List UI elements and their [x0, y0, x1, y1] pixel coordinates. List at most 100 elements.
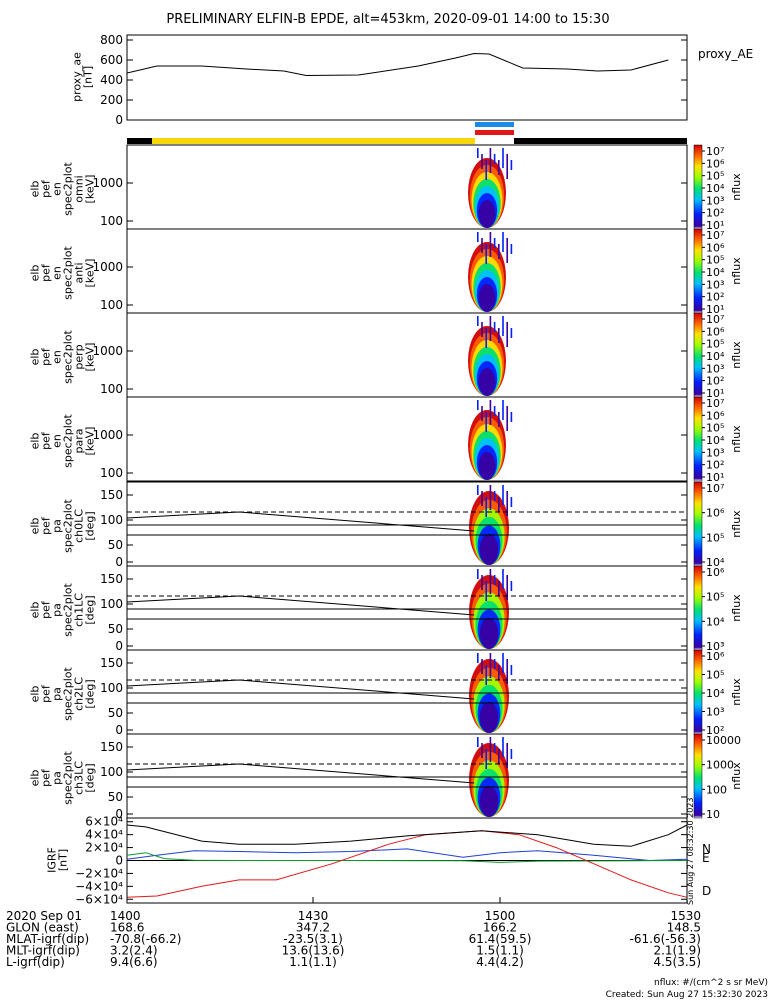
x-table-value: -61.6(-56.3) [630, 932, 701, 946]
spectrogram-ylabel-line: perp [73, 344, 86, 369]
igrf-ylabel-line: IGRF [46, 847, 59, 873]
spectrogram-ylabel-line: en [51, 434, 64, 448]
igrf-ylabel: IGRF[nT] [46, 847, 70, 873]
spectrogram-speckle [506, 406, 508, 431]
spectrogram-speckle [506, 322, 508, 347]
colorbar-tick-label: 10¹ [706, 387, 724, 400]
spectrogram-ylabel-line: [deg] [84, 763, 97, 792]
colorbar-tick-label: 10³ [706, 446, 724, 459]
spectrogram-speckle [481, 659, 483, 674]
colorbar-tick-label: 10000 [706, 734, 741, 747]
spectrogram-speckle [510, 244, 513, 254]
spectrogram-speckle [510, 665, 513, 675]
spectrogram-speckle [481, 154, 483, 169]
colorbar-label: nflux [730, 762, 743, 790]
x-table-row-label: GLON (east) [6, 921, 79, 935]
spectrogram-ylabel-line: pef [40, 684, 53, 703]
spectrogram-speckle [498, 160, 500, 175]
colorbar-tick-label: 10⁴ [706, 434, 725, 447]
spectrogram-ylabel-line: omni [73, 175, 86, 202]
spectrogram-panel: elbpefenspec2plotomni[keV]100010010⁷10⁶1… [29, 144, 743, 232]
x-table-value: 168.6 [110, 921, 144, 935]
colorbar-tick-label: 10² [706, 291, 724, 304]
proxy-ae-ticks: 800 600 400 200 0 [100, 33, 687, 127]
spectrogram-ylabel-line: pa [51, 519, 64, 533]
spectrogram-tick-label: 100 [100, 466, 123, 480]
spectrogram-speckle [489, 653, 492, 678]
colorbar [693, 144, 703, 230]
spectrogram-ylabel-line: spec2plot [62, 583, 75, 637]
spectrogram-ylabel-line: pa [51, 687, 64, 701]
spectrogram-ylabel-line: [deg] [84, 595, 97, 624]
x-table-row-label: MLT-igrf(dip) [6, 944, 80, 958]
side-stamp: Sun Aug 27 08:32:30 2023 [686, 798, 695, 905]
spectrogram-speckle [485, 328, 487, 348]
x-table-value: -70.8(-66.2) [110, 932, 181, 946]
spectrogram-ylabel-line: ch2LC [73, 677, 86, 711]
spectrogram-speckle [481, 491, 483, 506]
spectrogram-ylabel-line: para [73, 429, 86, 454]
x-table-value: 1500 [485, 909, 516, 923]
spectrogram-ylabel-line: en [51, 266, 64, 280]
spectrogram-speckle [481, 406, 483, 421]
spectrogram-ylabel-line: pef [40, 431, 53, 450]
colorbar-tick-label: 10⁷ [706, 397, 724, 410]
colorbar-tick-label: 10⁶ [706, 409, 725, 422]
colorbar-tick-label: 10² [706, 375, 724, 388]
spectrogram-frame [126, 228, 688, 314]
spectrogram-speckle [510, 749, 513, 759]
spectrogram-ylabel-line: [keV] [84, 343, 97, 372]
spectrogram-ylabel-line: pef [40, 179, 53, 198]
colorbar-label: nflux [730, 257, 743, 285]
spectrogram-tick-label: 150 [100, 740, 123, 754]
colorbar-label: nflux [730, 594, 743, 622]
spectrogram-speckle [498, 328, 500, 343]
igrf-tick-label: −6×10⁴ [75, 892, 123, 906]
units-note: nflux: #/(cm^2 s sr MeV) [654, 978, 768, 988]
colorbar-label: nflux [730, 678, 743, 706]
igrf-tick-label: −4×10⁴ [75, 879, 123, 893]
x-table-value: 166.2 [483, 921, 517, 935]
colorbar-tick-label: 10⁴ [706, 266, 725, 279]
spectrogram-blob-layer [478, 452, 496, 480]
figure-title: PRELIMINARY ELFIN-B EPDE, alt=453km, 202… [166, 12, 609, 27]
spectrogram-frame [126, 144, 688, 230]
igrf-legend: NE D [702, 842, 711, 898]
spectrogram-speckle [477, 400, 479, 410]
colorbar-label: nflux [730, 425, 743, 453]
spectrogram-speckle [493, 491, 496, 501]
x-table-value: 1530 [670, 909, 701, 923]
spectrogram-speckle [502, 653, 504, 673]
spectrogram-panel: elbpefenspec2plotperp[keV]100010010⁷10⁶1… [29, 312, 743, 400]
spectrogram-speckle [477, 232, 479, 242]
colorbar [693, 312, 703, 398]
spectrogram-frame [126, 649, 688, 735]
colorbar-tick-label: 10³ [706, 194, 724, 207]
spectrogram-speckle [502, 569, 504, 589]
spectrogram-speckle [481, 575, 483, 590]
colorbar-tick-label: 10⁴ [706, 615, 725, 628]
colorbar-tick-label: 10⁶ [706, 241, 725, 254]
proxy-ae-frame [126, 34, 688, 121]
x-table-row-label: L-igrf(dip) [6, 955, 65, 969]
colorbar [693, 649, 703, 735]
spectrogram-tick-label: 50 [108, 622, 123, 636]
spectrogram-ylabel-line: elb [29, 518, 42, 535]
proxy-ae-ylabel-line: proxy_ae [71, 52, 84, 102]
spectrogram-tick-label: 1000 [92, 428, 123, 442]
spectrogram-blob-layer [479, 702, 499, 733]
spectrogram-panels: elbpefenspec2plotomni[keV]100010010⁷10⁶1… [29, 144, 743, 821]
spectrogram-ylabel-line: pef [40, 600, 53, 619]
spectrogram-tick-label: 1000 [92, 260, 123, 274]
colorbar-tick-label: 100 [706, 783, 727, 796]
spectrogram-tick-label: 50 [108, 538, 123, 552]
spectrogram-tick-label: 100 [100, 382, 123, 396]
colorbar-tick-label: 10⁴ [706, 556, 725, 569]
flag-yellow [152, 138, 475, 144]
spectrogram-ylabel-line: spec2plot [62, 751, 75, 805]
spectrogram-ylabel-line: ch3LC [73, 761, 86, 795]
colorbar [693, 565, 703, 651]
